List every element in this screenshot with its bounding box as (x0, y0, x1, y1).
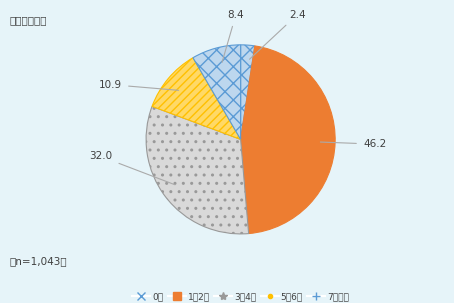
Text: 32.0: 32.0 (89, 152, 175, 185)
Legend: 0回, 1－2回, 3－4回, 5－6回, 7回以上: 0回, 1－2回, 3－4回, 5－6回, 7回以上 (128, 289, 353, 303)
Text: 2.4: 2.4 (250, 10, 306, 59)
Wedge shape (241, 46, 335, 234)
Wedge shape (193, 45, 241, 139)
Text: （n=1,043）: （n=1,043） (9, 257, 67, 267)
Text: 46.2: 46.2 (321, 139, 386, 149)
Wedge shape (152, 58, 241, 139)
Wedge shape (146, 106, 249, 234)
Text: 8.4: 8.4 (222, 10, 244, 62)
Text: 10.9: 10.9 (99, 80, 178, 90)
Wedge shape (241, 45, 255, 139)
Text: （単位：％）: （単位：％） (9, 15, 47, 25)
